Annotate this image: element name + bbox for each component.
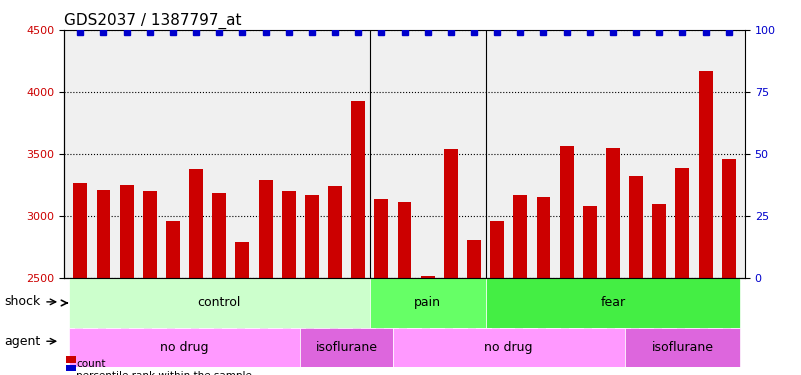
FancyBboxPatch shape bbox=[625, 328, 740, 368]
Text: no drug: no drug bbox=[485, 341, 533, 354]
Bar bbox=[675, 168, 690, 375]
Bar bbox=[119, 185, 134, 375]
Bar bbox=[166, 221, 180, 375]
Bar bbox=[513, 195, 527, 375]
Text: percentile rank within the sample: percentile rank within the sample bbox=[76, 371, 252, 375]
FancyBboxPatch shape bbox=[393, 328, 625, 368]
Text: isoflurane: isoflurane bbox=[316, 341, 377, 354]
Bar bbox=[698, 71, 713, 375]
FancyBboxPatch shape bbox=[69, 278, 370, 328]
Bar bbox=[352, 101, 365, 375]
Bar bbox=[328, 186, 342, 375]
Bar bbox=[235, 242, 249, 375]
Bar bbox=[537, 197, 550, 375]
Bar bbox=[722, 159, 735, 375]
FancyBboxPatch shape bbox=[300, 328, 393, 368]
Bar bbox=[397, 202, 412, 375]
Bar bbox=[444, 149, 457, 375]
Text: no drug: no drug bbox=[160, 341, 209, 354]
Bar bbox=[66, 356, 76, 363]
Text: agent: agent bbox=[4, 335, 40, 348]
Bar bbox=[467, 240, 481, 375]
Bar bbox=[606, 148, 620, 375]
Text: shock: shock bbox=[4, 296, 40, 308]
Bar bbox=[66, 364, 76, 371]
Bar bbox=[96, 190, 111, 375]
Text: isoflurane: isoflurane bbox=[651, 341, 714, 354]
Text: count: count bbox=[76, 359, 106, 369]
Bar bbox=[212, 192, 226, 375]
Bar bbox=[490, 221, 504, 375]
Bar bbox=[560, 146, 574, 375]
Bar bbox=[305, 195, 319, 375]
Bar bbox=[282, 191, 296, 375]
FancyBboxPatch shape bbox=[370, 278, 485, 328]
Text: fear: fear bbox=[601, 297, 626, 309]
Text: pain: pain bbox=[414, 297, 441, 309]
Bar bbox=[421, 276, 435, 375]
Bar bbox=[652, 204, 666, 375]
Bar bbox=[259, 180, 272, 375]
Bar bbox=[629, 176, 643, 375]
FancyBboxPatch shape bbox=[485, 278, 740, 328]
Text: control: control bbox=[198, 297, 241, 309]
Bar bbox=[74, 183, 87, 375]
FancyBboxPatch shape bbox=[69, 328, 300, 368]
Bar bbox=[583, 206, 597, 375]
Bar bbox=[189, 169, 203, 375]
Bar bbox=[374, 199, 388, 375]
Bar bbox=[143, 191, 157, 375]
Text: GDS2037 / 1387797_at: GDS2037 / 1387797_at bbox=[64, 12, 242, 28]
